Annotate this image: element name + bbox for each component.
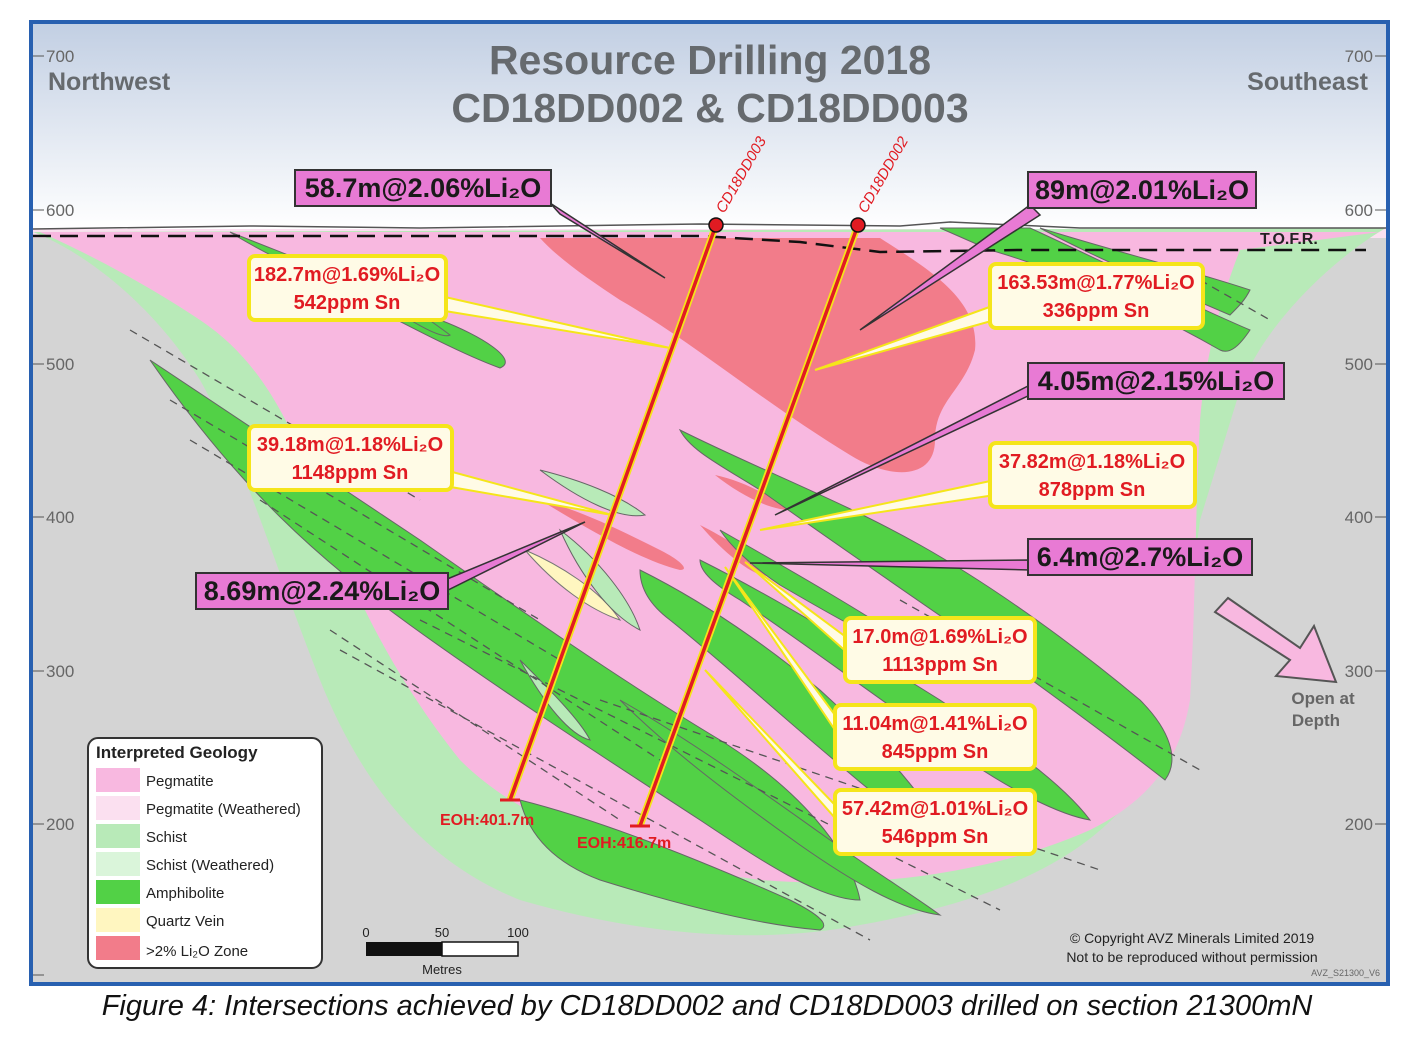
quartz-vein (524, 549, 622, 621)
tofr-line (33, 234, 1366, 254)
svg-text:Pegmatite: Pegmatite (146, 773, 214, 790)
tick-right-200: 200 (1345, 815, 1373, 834)
svg-text:Schist (Weathered): Schist (Weathered) (146, 857, 274, 874)
leader-lines-dark (439, 202, 1042, 596)
svg-text:546ppm Sn: 546ppm Sn (882, 826, 989, 848)
legend-item: Quartz Vein (96, 908, 224, 932)
intercept-label-high-grade: 4.05m@2.15%Li₂O (1027, 362, 1285, 400)
tick-right-300: 300 (1345, 662, 1373, 681)
scale-unit: Metres (422, 962, 462, 977)
legend-item: Schist (Weathered) (96, 852, 274, 876)
svg-text:58.7m@2.06%Li₂O: 58.7m@2.06%Li₂O (305, 173, 541, 203)
tick-left-500: 500 (46, 355, 74, 374)
svg-text:39.18m@1.18%Li₂O: 39.18m@1.18%Li₂O (257, 434, 443, 456)
tick-left-400: 400 (46, 508, 74, 527)
svg-text:57.42m@1.01%Li₂O: 57.42m@1.01%Li₂O (842, 798, 1028, 820)
eoh-cd18dd003: EOH:401.7m (440, 812, 534, 829)
li-zone-lens (715, 475, 790, 510)
svg-text:163.53m@1.77%Li₂O: 163.53m@1.77%Li₂O (997, 272, 1194, 294)
intercept-labels: 182.7m@1.69%Li₂O 542ppm Sn 163.53m@1.77%… (247, 254, 1205, 856)
open-at-depth-arrow: Open at Depth (1213, 596, 1355, 730)
svg-text:1113ppm Sn: 1113ppm Sn (882, 654, 998, 676)
direction-southeast: Southeast (1247, 68, 1369, 96)
intercept-label-high-grade: 6.4m@2.7%Li₂O (1027, 538, 1253, 576)
elevation-axis: 700 600 500 400 300 200 700 600 500 400 … (33, 47, 1386, 976)
svg-text:Quartz Vein: Quartz Vein (146, 913, 224, 930)
tick-right-400: 400 (1345, 508, 1373, 527)
svg-text:Pegmatite (Weathered): Pegmatite (Weathered) (146, 801, 301, 818)
tick-right-700: 700 (1345, 47, 1373, 66)
svg-text:336ppm Sn: 336ppm Sn (1043, 300, 1150, 322)
legend-title: Interpreted Geology (96, 743, 258, 762)
svg-text:89m@2.01%Li₂O: 89m@2.01%Li₂O (1035, 175, 1249, 205)
tick-left-700: 700 (46, 47, 74, 66)
scale-tick: 0 (362, 925, 369, 940)
leader-lines-yellow (444, 295, 996, 821)
tick-left-200: 200 (46, 815, 74, 834)
legend-item: Pegmatite (Weathered) (96, 796, 301, 820)
svg-text:17.0m@1.69%Li₂O: 17.0m@1.69%Li₂O (852, 626, 1027, 648)
legend-item: Schist (96, 824, 188, 848)
intercept-label: 39.18m@1.18%Li₂O 1148ppm Sn (247, 424, 454, 492)
figure-caption: Figure 4: Intersections achieved by CD18… (101, 990, 1313, 1022)
svg-text:Amphibolite: Amphibolite (146, 885, 224, 902)
direction-northwest: Northwest (48, 68, 171, 96)
svg-text:878ppm Sn: 878ppm Sn (1039, 479, 1146, 501)
svg-text:845ppm Sn: 845ppm Sn (882, 741, 989, 763)
scale-tick: 50 (435, 925, 449, 940)
open-at-depth-line-2: Depth (1292, 711, 1340, 730)
svg-text:8.69m@2.24%Li₂O: 8.69m@2.24%Li₂O (204, 576, 440, 606)
intercept-label-high-grade: 58.7m@2.06%Li₂O (294, 169, 552, 207)
copyright-line-1: © Copyright AVZ Minerals Limited 2019 (1070, 930, 1314, 946)
svg-text:>2% Li₂O Zone: >2% Li₂O Zone (146, 943, 248, 960)
svg-text:6.4m@2.7%Li₂O: 6.4m@2.7%Li₂O (1037, 542, 1243, 572)
intercept-label: 11.04m@1.41%Li₂O 845ppm Sn (833, 703, 1037, 771)
copyright-line-2: Not to be reproduced without permission (1066, 949, 1317, 965)
title-line-2: CD18DD002 & CD18DD003 (451, 85, 968, 131)
open-at-depth-line-1: Open at (1291, 689, 1355, 708)
intercept-label: 57.42m@1.01%Li₂O 546ppm Sn (833, 788, 1037, 856)
li-zone-upper (540, 238, 976, 473)
svg-text:182.7m@1.69%Li₂O: 182.7m@1.69%Li₂O (254, 264, 440, 286)
scale-tick: 100 (507, 925, 529, 940)
tick-right-600: 600 (1345, 201, 1373, 220)
legend-item: Amphibolite (96, 880, 224, 904)
svg-text:1148ppm Sn: 1148ppm Sn (292, 462, 409, 484)
intercept-label: 182.7m@1.69%Li₂O 542ppm Sn (247, 254, 448, 322)
high-grade-labels: 58.7m@2.06%Li₂O 89m@2.01%Li₂O 4.05m@2.15… (195, 169, 1285, 610)
title-line-1: Resource Drilling 2018 (489, 37, 931, 83)
drawing-id: AVZ_S21300_V6 (1311, 968, 1380, 978)
legend: Interpreted Geology Pegmatite Pegmatite … (87, 737, 323, 969)
svg-text:542ppm Sn: 542ppm Sn (294, 292, 401, 314)
eoh-cd18dd002: EOH:416.7m (577, 835, 671, 852)
svg-text:4.05m@2.15%Li₂O: 4.05m@2.15%Li₂O (1038, 366, 1274, 396)
scale-bar: 0 50 100 Metres (362, 925, 528, 977)
svg-text:37.82m@1.18%Li₂O: 37.82m@1.18%Li₂O (999, 451, 1185, 473)
svg-text:11.04m@1.41%Li₂O: 11.04m@1.41%Li₂O (842, 713, 1027, 735)
tick-left-600: 600 (46, 201, 74, 220)
tofr-label: T.O.F.R. (1260, 231, 1318, 248)
tick-right-500: 500 (1345, 355, 1373, 374)
tick-left-300: 300 (46, 662, 74, 681)
intercept-label-high-grade: 89m@2.01%Li₂O (1027, 171, 1257, 209)
svg-text:Schist: Schist (146, 829, 188, 846)
intercept-label: 163.53m@1.77%Li₂O 336ppm Sn (988, 262, 1205, 330)
li-zone-mid (540, 500, 684, 570)
intercept-label: 17.0m@1.69%Li₂O 1113ppm Sn (843, 616, 1037, 684)
ground-surface (32, 221, 1386, 230)
cross-section-diagram: T.O.F.R. Resource Drilling 2018 CD18DD00… (29, 20, 1390, 986)
legend-item: Pegmatite (96, 768, 214, 792)
intercept-label: 37.82m@1.18%Li₂O 878ppm Sn (988, 441, 1197, 509)
legend-item: >2% Li₂O Zone (96, 936, 248, 960)
intercept-label-high-grade: 8.69m@2.24%Li₂O (195, 572, 449, 610)
